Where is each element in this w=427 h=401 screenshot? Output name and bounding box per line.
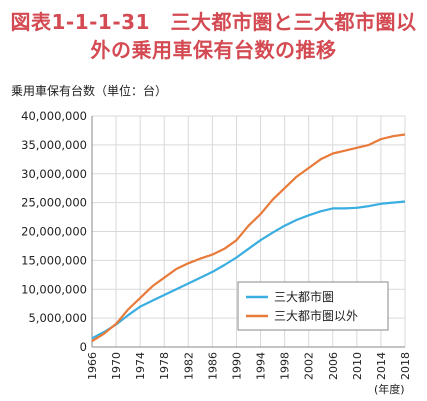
x-tick-label: 1974: [134, 352, 147, 380]
x-tick-label: 1994: [255, 352, 268, 380]
x-tick-label: 1970: [110, 352, 123, 380]
x-tick-label: 1986: [206, 352, 219, 380]
x-tick-label: 1978: [158, 352, 171, 380]
x-tick-label: 2006: [327, 352, 340, 380]
chart-title-line2: 外の乗用車保有台数の推移: [90, 38, 337, 62]
x-tick-label: 1966: [86, 352, 99, 380]
y-axis-label: 乗用車保有台数（単位：台）: [11, 84, 168, 98]
x-axis-label: (年度): [374, 383, 405, 396]
y-tick-label: 25,000,000: [21, 196, 87, 210]
y-tick-label: 40,000,000: [21, 109, 87, 123]
y-tick-label: 30,000,000: [21, 167, 87, 181]
x-tick-label: 2018: [399, 352, 412, 380]
x-tick-label: 1990: [230, 352, 243, 380]
x-tick-label: 1998: [279, 352, 292, 380]
series-line-1: [91, 200, 406, 340]
x-tick-label: 1982: [182, 352, 195, 380]
y-tick-label: 35,000,000: [21, 138, 87, 152]
y-tick-label: 20,000,000: [21, 225, 87, 239]
legend-box: [237, 281, 389, 331]
legend-label-2: 三大都市圏以外: [274, 308, 358, 323]
x-tick-label: 2014: [375, 352, 388, 380]
y-tick-label: 15,000,000: [21, 253, 87, 267]
y-tick-label: 10,000,000: [21, 282, 87, 296]
y-tick-label: 0: [80, 340, 87, 354]
y-tick-label: 5,000,000: [28, 311, 87, 325]
legend-label-1: 三大都市圏: [274, 289, 334, 304]
chart-title-line1: 図表1-1-1-31 三大都市圏と三大都市圏以: [10, 10, 417, 34]
series-line-2: [91, 133, 406, 343]
x-tick-label: 2002: [303, 352, 316, 380]
x-tick-label: 2010: [351, 352, 364, 380]
